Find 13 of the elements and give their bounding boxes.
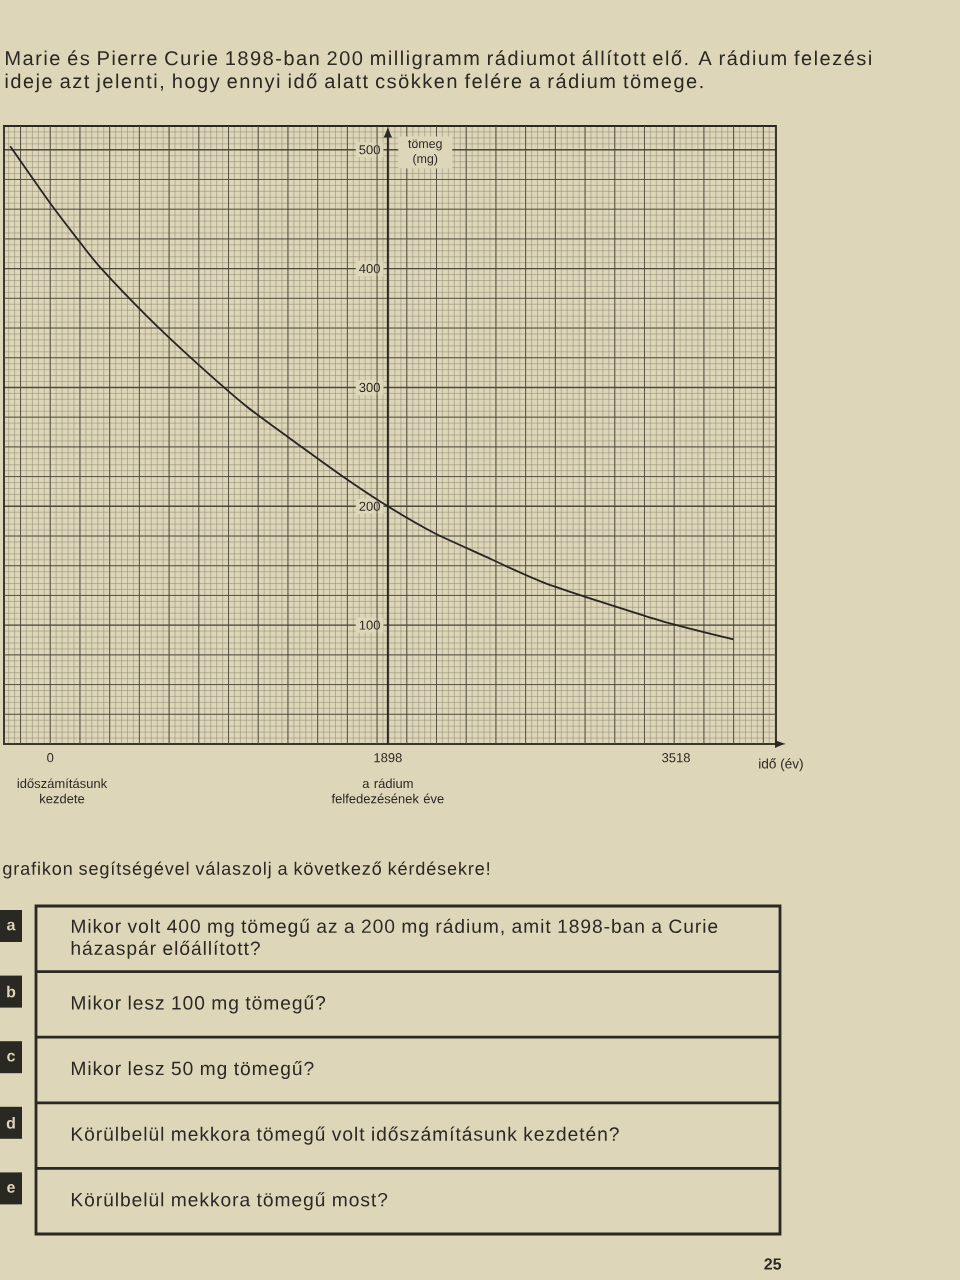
chart-title: Marie és Pierre Curie 1898-ban 200 milligramm rádiumot állított elő. A rádium felezési ideje azt jelenti, hogy ennyi idő alatt csökken felére a rádium tömege. <box>5 50 871 93</box>
text: d <box>6 1116 15 1129</box>
text: grafikon segítségével válaszolj a következő kérdésekre! <box>3 861 490 879</box>
text: Mikor lesz 50 mg tömegű? <box>71 1060 314 1080</box>
text: Körülbelül mekkora tömegű most? <box>71 1192 388 1211</box>
text: Körülbelül mekkora tömegű volt időszámításunk kezdetén? <box>71 1126 619 1145</box>
text: b <box>7 985 16 998</box>
text: 25 <box>764 1258 782 1270</box>
text: a <box>7 921 16 931</box>
text: c <box>7 1052 15 1062</box>
text: e <box>7 1184 15 1193</box>
text: Mikor lesz 100 mg tömegű? <box>71 995 326 1014</box>
text: Mikor volt 400 mg tömegű az a 200 mg rádium, amit 1898-ban a Curie házaspár előállított? <box>71 918 718 959</box>
